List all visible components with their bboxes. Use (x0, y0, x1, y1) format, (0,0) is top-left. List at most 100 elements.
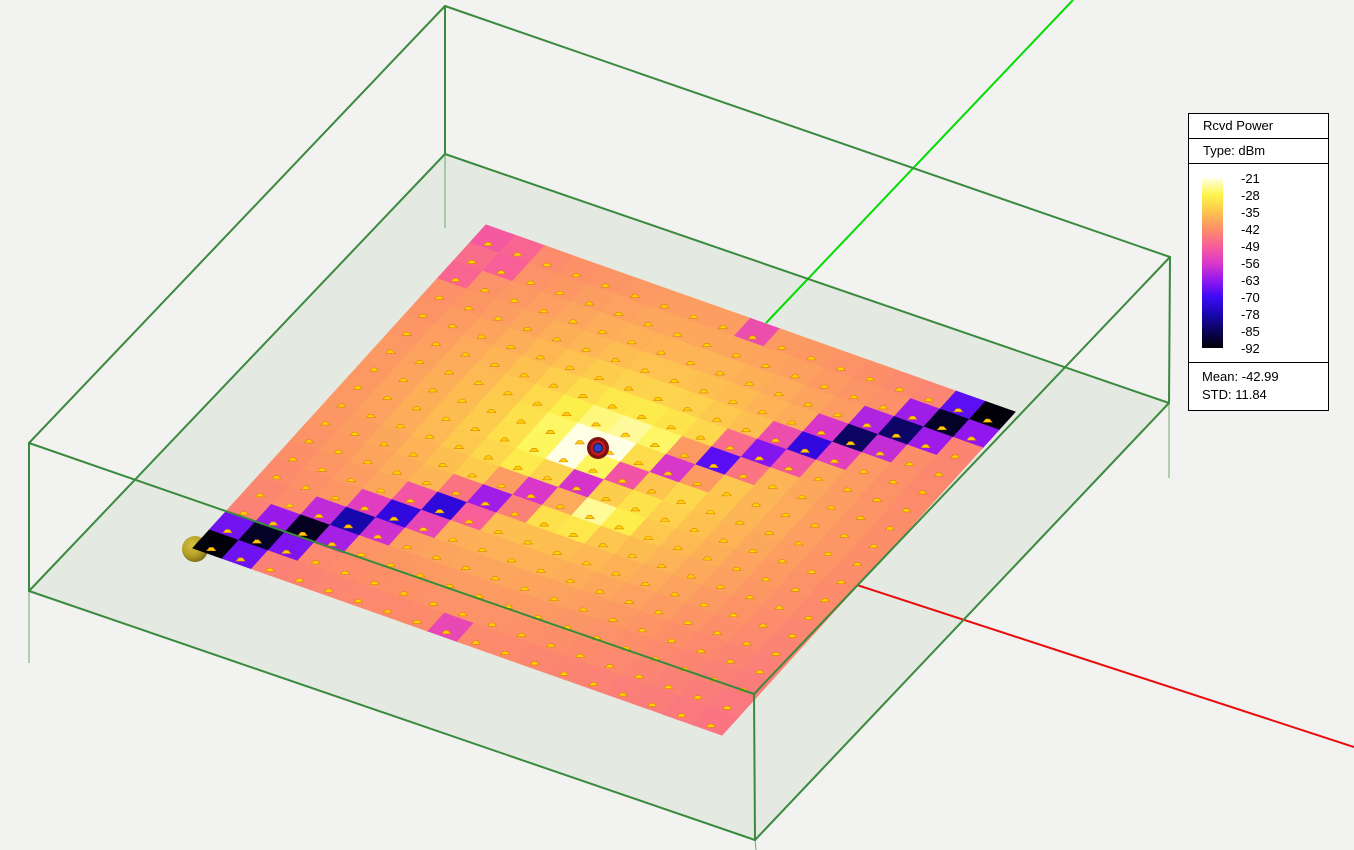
rx-point-cone-icon (829, 459, 840, 464)
rx-point-cone-icon (701, 343, 712, 347)
rx-point-cone-icon (861, 423, 873, 428)
colorbar-tick-label: -78 (1241, 306, 1260, 322)
rx-point-cone-icon (330, 496, 341, 500)
rx-point-cone-icon (401, 545, 413, 550)
rx-point-cone-icon (855, 515, 866, 520)
rx-point-cone-icon (310, 560, 321, 565)
rx-point-cone-icon (692, 695, 703, 700)
rx-point-cone-icon (460, 566, 471, 570)
rx-point-cone-icon (688, 314, 699, 319)
rx-point-glyphs (206, 242, 993, 728)
rx-point-cone-icon (542, 476, 553, 481)
rx-point-cone-icon (594, 376, 605, 381)
rx-point-cone-icon (835, 580, 847, 585)
rx-point-cone-icon (443, 370, 455, 375)
rx-point-cone-icon (718, 538, 729, 543)
rx-point-cone-icon (574, 440, 585, 445)
colorbar-tick-label: -63 (1241, 272, 1260, 288)
rx-point-cone-icon (489, 362, 500, 367)
rx-point-cone-icon (852, 562, 863, 567)
rx-point-cone-icon (754, 456, 765, 461)
rx-point-cone-icon (891, 433, 902, 438)
rx-point-cone-icon (676, 713, 687, 718)
rx-point-cone-icon (741, 428, 752, 432)
box-edge-top-back-right (444, 5, 1171, 258)
rx-point-cone-icon (633, 674, 645, 679)
rx-point-cone-icon (799, 448, 811, 453)
legend-mean: Mean: -42.99 (1202, 369, 1279, 384)
rx-point-cone-icon (476, 334, 487, 339)
rx-point-cone-icon (519, 373, 530, 378)
rx-point-cone-icon (731, 566, 742, 571)
rx-point-cone-icon (479, 288, 490, 293)
rx-point-cone-icon (669, 379, 680, 383)
rx-point-cone-icon (545, 643, 556, 648)
rx-point-cone-icon (786, 420, 797, 425)
box-edge-bottom-front-right (754, 402, 1170, 841)
rx-point-cone-icon (490, 576, 501, 581)
rx-point-cone-icon (672, 332, 683, 337)
rx-point-cone-icon (917, 490, 928, 495)
rx-point-cone-icon (476, 548, 488, 552)
rx-point-cone-icon (505, 345, 517, 349)
rx-point-cone-icon (264, 567, 276, 572)
rx-point-cone-icon (268, 521, 279, 526)
rx-point-cone-icon (535, 568, 547, 573)
rx-point-cone-icon (398, 378, 409, 382)
rx-point-cone-icon (525, 280, 536, 285)
rx-point-cone-icon (545, 430, 556, 434)
colorbar-tick-label: -28 (1241, 187, 1260, 203)
rx-point-cone-icon (581, 561, 592, 566)
rx-point-cone-icon (656, 564, 667, 568)
rx-point-cone-icon (649, 443, 660, 448)
rx-point-cone-icon (731, 353, 742, 358)
rx-point-cone-icon (457, 398, 468, 403)
rx-point-cone-icon (408, 452, 419, 457)
rx-point-cone-icon (659, 304, 670, 309)
rx-point-cone-icon (450, 491, 462, 496)
rx-point-cone-icon (512, 252, 523, 257)
rx-point-cone-icon (933, 472, 944, 477)
rx-point-cone-icon (874, 451, 886, 456)
rx-point-cone-icon (519, 586, 530, 591)
rx-point-cone-icon (294, 578, 305, 583)
rx-point-cone-icon (303, 439, 315, 444)
rx-point-cone-icon (665, 425, 677, 430)
rx-point-cone-icon (757, 623, 769, 628)
rx-point-cone-icon (774, 605, 785, 610)
rx-point-cone-icon (575, 653, 586, 658)
y-axis-line (765, 0, 1074, 324)
legend-std: STD: 11.84 (1202, 387, 1267, 402)
tx-marker-sphere[interactable] (587, 437, 609, 459)
rx-point-cone-icon (689, 528, 700, 533)
rx-point-cone-icon (391, 470, 403, 475)
rx-point-cone-icon (567, 319, 579, 324)
box-edge-extension (754, 839, 757, 850)
rx-point-cone-icon (806, 569, 817, 574)
rx-point-cone-icon (610, 358, 621, 363)
rcvd-power-heatmap[interactable] (192, 224, 1016, 736)
rx-point-cone-icon (839, 533, 850, 538)
rx-point-cone-icon (639, 368, 651, 373)
rx-point-cone-icon (349, 431, 360, 436)
rx-point-cone-icon (949, 454, 961, 459)
rx-point-cone-icon (571, 273, 582, 278)
legend-type-label: Type: dBm (1189, 139, 1328, 164)
rx-point-cone-icon (385, 349, 396, 354)
rx-point-cone-icon (868, 544, 879, 549)
rx-point-cone-icon (636, 414, 647, 419)
rx-point-cone-icon (816, 430, 827, 435)
rx-point-cone-icon (702, 556, 713, 561)
rx-point-cone-icon (793, 541, 804, 546)
rx-point-cone-icon (904, 462, 915, 466)
rx-point-cone-icon (679, 453, 690, 458)
rx-point-cone-icon (796, 495, 807, 500)
rx-point-cone-icon (463, 519, 475, 524)
rx-point-cone-icon (819, 384, 830, 389)
rx-point-cone-icon (336, 403, 347, 408)
box-edge-bottom-front-left (28, 590, 756, 841)
rx-point-cone-icon (982, 418, 993, 423)
rx-point-cone-icon (640, 582, 651, 586)
